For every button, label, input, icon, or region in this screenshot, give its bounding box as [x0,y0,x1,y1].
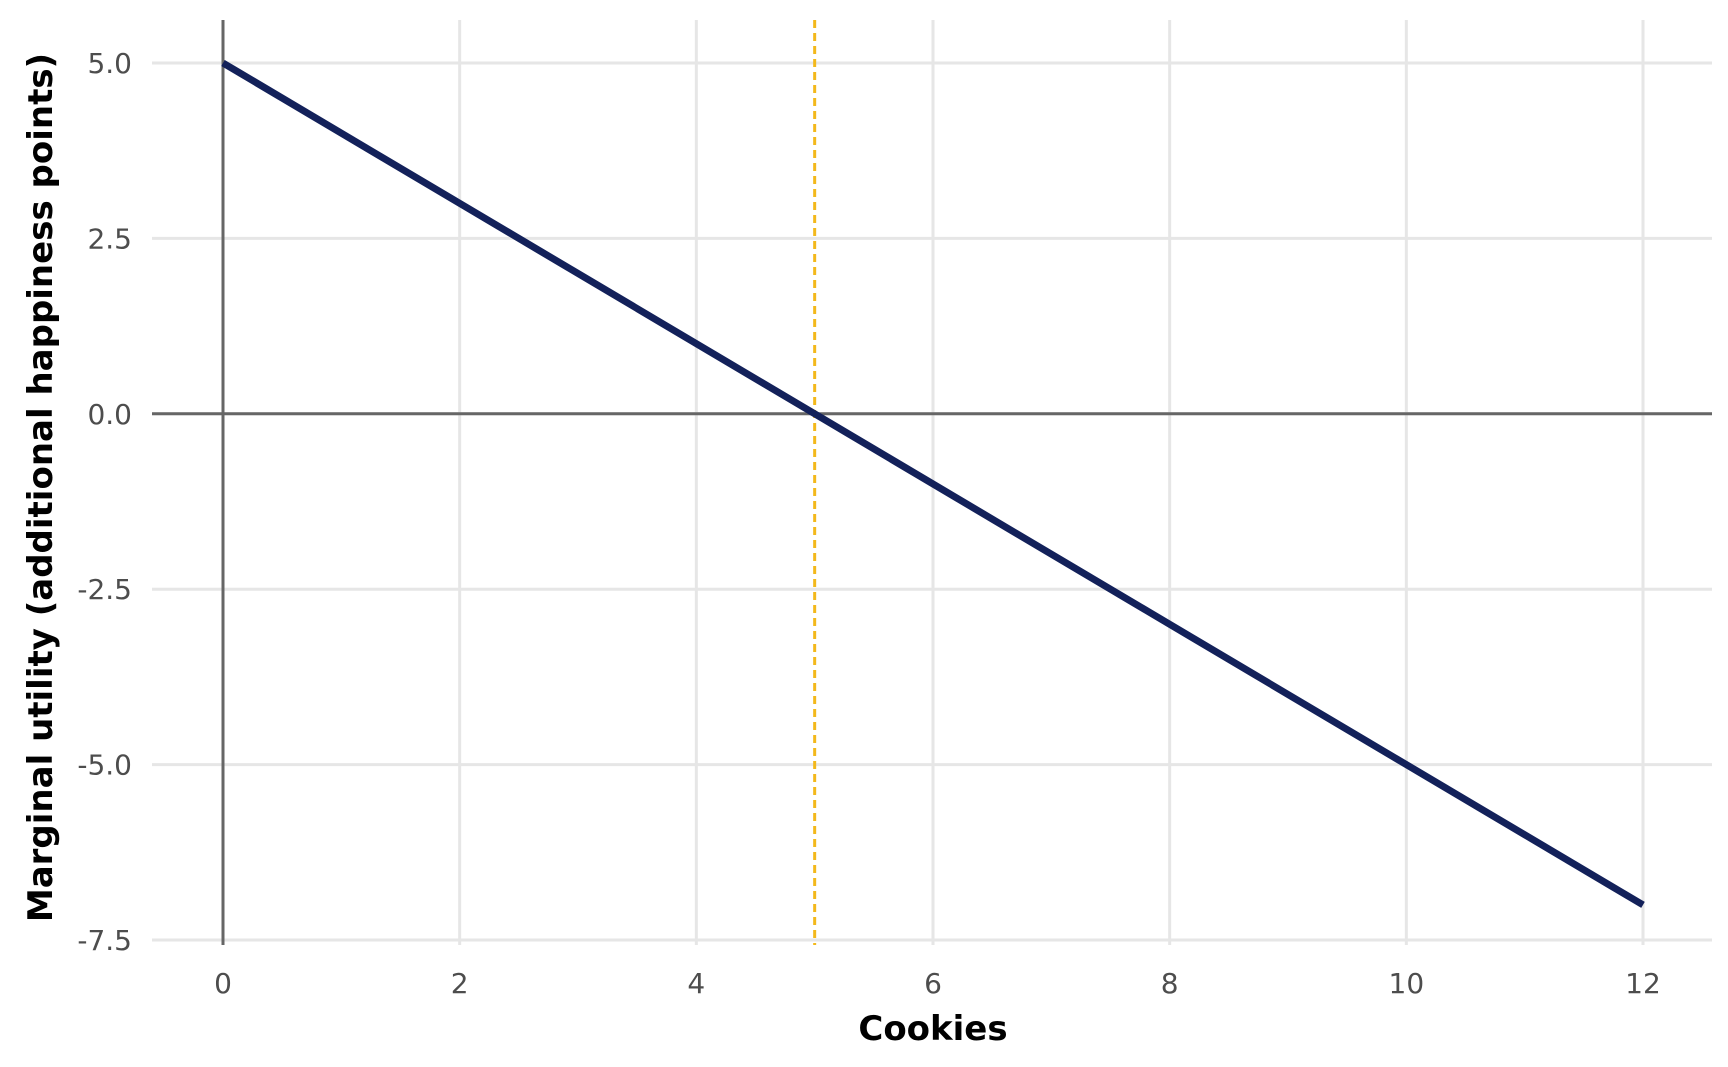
x-tick-label-2: 2 [451,967,469,1000]
x-tick-label-8: 8 [1161,967,1179,1000]
series-layer [221,59,1645,908]
y-tick-label--7_5: -7.5 [77,924,132,957]
y-axis-title: Marginal utility (additional happiness p… [21,53,61,922]
y-tick-label-2_5: 2.5 [87,222,132,255]
y-tick-label--2_5: -2.5 [77,573,132,606]
y-tick-label--5: -5.0 [77,749,132,782]
x-tick-labels: 0 2 4 6 8 10 12 [214,967,1661,1000]
reference-lines [152,20,1712,945]
x-tick-label-12: 12 [1625,967,1661,1000]
y-tick-label-0: 0.0 [87,398,132,431]
y-tick-label-5: 5.0 [87,47,132,80]
x-tick-label-4: 4 [687,967,705,1000]
x-tick-label-10: 10 [1389,967,1425,1000]
x-tick-label-0: 0 [214,967,232,1000]
x-tick-label-6: 6 [924,967,942,1000]
x-axis-title: Cookies [858,1009,1007,1049]
y-tick-labels: 5.0 2.5 0.0 -2.5 -5.0 -7.5 [77,47,132,957]
marginal-utility-line [221,59,1645,908]
